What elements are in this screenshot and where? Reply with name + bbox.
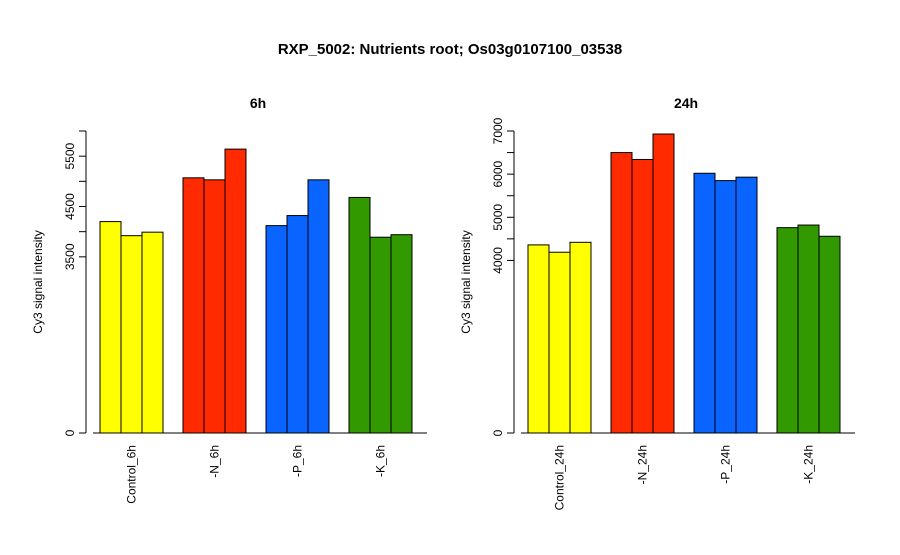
chart-title: 24h	[674, 95, 698, 111]
y-axis-label: Cy3 signal intensity	[31, 230, 45, 333]
chart-panel-6h: 6h Cy3 signal intensity Control_6h -N_6h -…	[31, 95, 427, 504]
bar	[390, 234, 413, 434]
y-tick-label: 4500	[63, 193, 77, 220]
bar	[631, 158, 654, 434]
chart-panel-24h: 24h Cy3 signal intensity Control_24h -N_2…	[459, 95, 855, 510]
bar	[735, 176, 758, 434]
bar	[548, 251, 571, 434]
y-tick-label: 0	[491, 429, 505, 436]
axes-group: Control_6h -N_6h -P_6h -K_6h 0 3500 4500 5500	[63, 130, 427, 504]
bar	[818, 235, 841, 434]
x-tick-label: -P_24h	[719, 445, 733, 484]
bar	[369, 236, 392, 434]
y-tick-label: 5500	[63, 142, 77, 169]
y-tick-label: 6000	[491, 160, 505, 187]
y-tick-label: 7000	[491, 117, 505, 144]
y-tick-label: 5000	[491, 204, 505, 231]
bar	[527, 244, 550, 434]
axes-group: Control_24h -N_24h -P_24h -K_24h 0 4000 5000 60…	[491, 117, 855, 510]
figure-title: RXP_5002: Nutrients root; Os03g0107100_0…	[278, 41, 622, 58]
y-tick-label: 3500	[63, 243, 77, 270]
x-tick-label: -K_24h	[802, 445, 816, 484]
bar	[652, 133, 675, 434]
bar	[569, 241, 592, 434]
bars-group	[99, 148, 413, 434]
bar	[714, 180, 737, 434]
bar	[776, 227, 799, 434]
bar	[182, 177, 205, 434]
y-tick-label: 0	[63, 429, 77, 436]
bar	[286, 215, 309, 434]
x-tick-label: -N_24h	[636, 445, 650, 484]
bar	[99, 221, 122, 434]
bar	[265, 225, 288, 434]
bar	[693, 172, 716, 434]
y-axis-label: Cy3 signal intensity	[459, 230, 473, 333]
bar	[120, 235, 143, 434]
bar	[348, 196, 371, 434]
x-tick-label: -K_6h	[374, 445, 388, 477]
x-tick-label: Control_6h	[125, 445, 139, 504]
bar	[307, 179, 330, 434]
x-tick-label: Control_24h	[553, 445, 567, 510]
bar	[203, 179, 226, 434]
bar	[610, 152, 633, 434]
x-tick-label: -P_6h	[291, 445, 305, 477]
bar	[797, 224, 820, 434]
bar	[224, 148, 247, 434]
x-tick-label: -N_6h	[208, 445, 222, 478]
bars-group	[527, 133, 841, 434]
y-tick-label: 4000	[491, 247, 505, 274]
chart-title: 6h	[250, 95, 266, 111]
bar	[141, 231, 164, 434]
